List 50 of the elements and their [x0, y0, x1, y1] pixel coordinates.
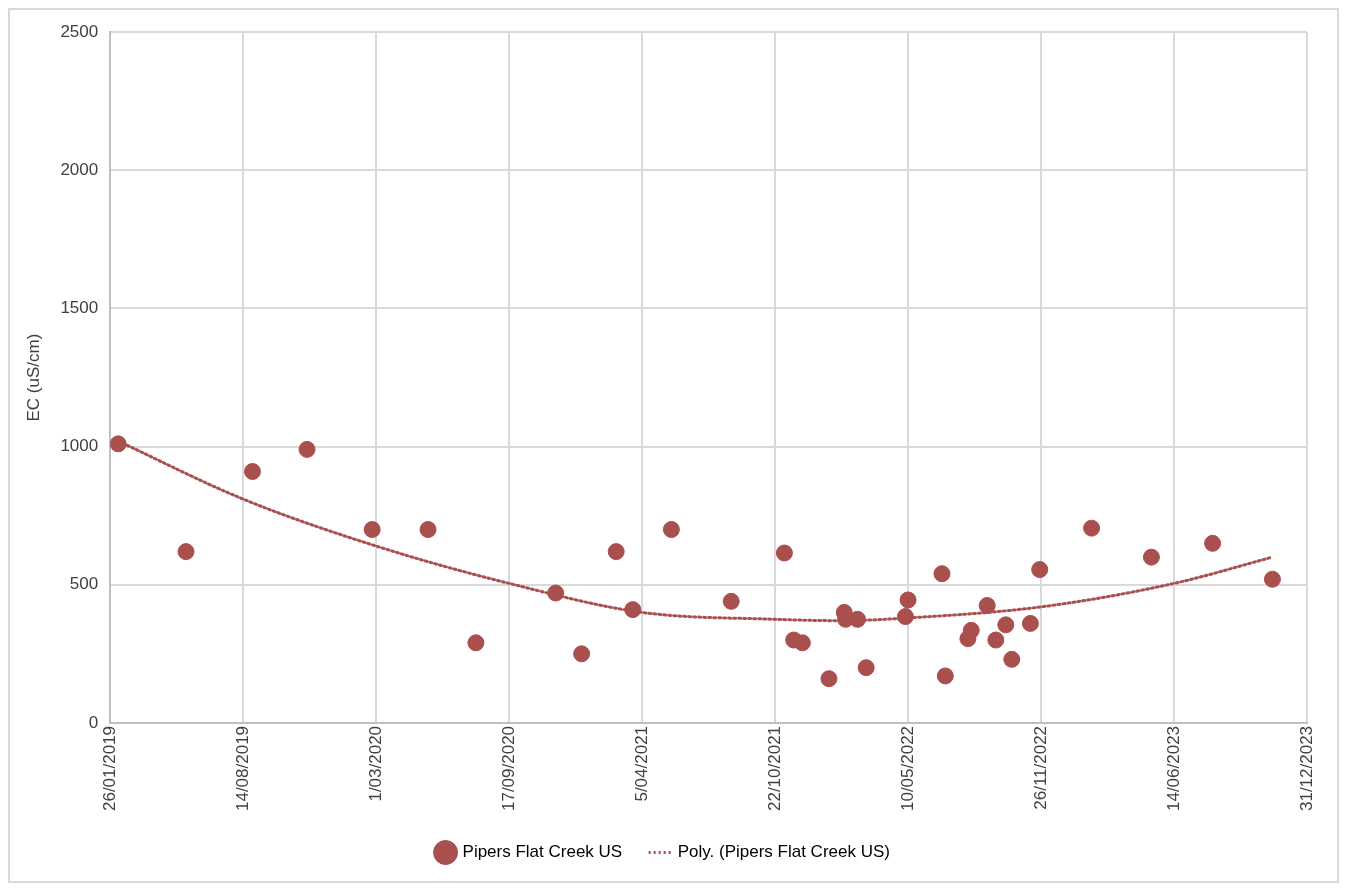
y-tick-label: 1000: [60, 436, 99, 456]
point: [419, 521, 437, 539]
x-tick-label: 31/12/2023: [1296, 725, 1316, 812]
y-tick-label: 2000: [60, 160, 99, 180]
point: [936, 667, 954, 685]
x-tick-label: 1/03/2020: [365, 725, 385, 802]
point: [298, 440, 316, 458]
point: [1263, 570, 1281, 588]
point: [662, 521, 680, 539]
point: [933, 565, 951, 583]
point: [820, 670, 838, 688]
point: [607, 543, 625, 561]
point: [857, 659, 875, 677]
x-tick-label: 5/04/2021: [631, 725, 651, 802]
point: [722, 592, 740, 610]
x-tick-label: 14/08/2019: [232, 725, 252, 812]
point: [978, 597, 996, 614]
point: [573, 645, 591, 663]
point: [1204, 534, 1222, 552]
point: [244, 463, 261, 480]
point: [1021, 614, 1039, 632]
point: [775, 544, 793, 562]
point: [177, 543, 195, 561]
point: [467, 634, 485, 652]
x-tick-label: 22/10/2021: [764, 725, 784, 812]
x-tick-label: 10/05/2022: [897, 725, 917, 812]
legend-label: Pipers Flat Creek US: [462, 842, 623, 862]
y-tick-label: 1500: [60, 298, 99, 318]
x-tick-label: 14/06/2023: [1163, 725, 1183, 812]
point: [547, 584, 565, 602]
x-tick-label: 17/09/2020: [498, 725, 518, 812]
legend-label: Poly. (Pipers Flat Creek US): [677, 842, 890, 862]
x-tick-label: 26/01/2019: [99, 725, 119, 812]
y-axis-title: EC (uS/cm): [23, 333, 43, 422]
y-tick-label: 2500: [60, 21, 99, 41]
point: [363, 521, 381, 539]
point: [1031, 561, 1049, 579]
point: [1083, 519, 1101, 537]
point: [1003, 650, 1021, 668]
point: [962, 621, 980, 639]
point: [987, 631, 1005, 649]
point: [624, 601, 642, 619]
point: [997, 616, 1015, 634]
point: [1142, 548, 1160, 566]
x-tick-label: 26/11/2022: [1030, 725, 1050, 810]
point: [899, 591, 917, 609]
point: [896, 608, 914, 626]
y-tick-label: 500: [69, 574, 99, 594]
y-tick-label: 0: [88, 712, 99, 732]
point: [110, 435, 127, 453]
